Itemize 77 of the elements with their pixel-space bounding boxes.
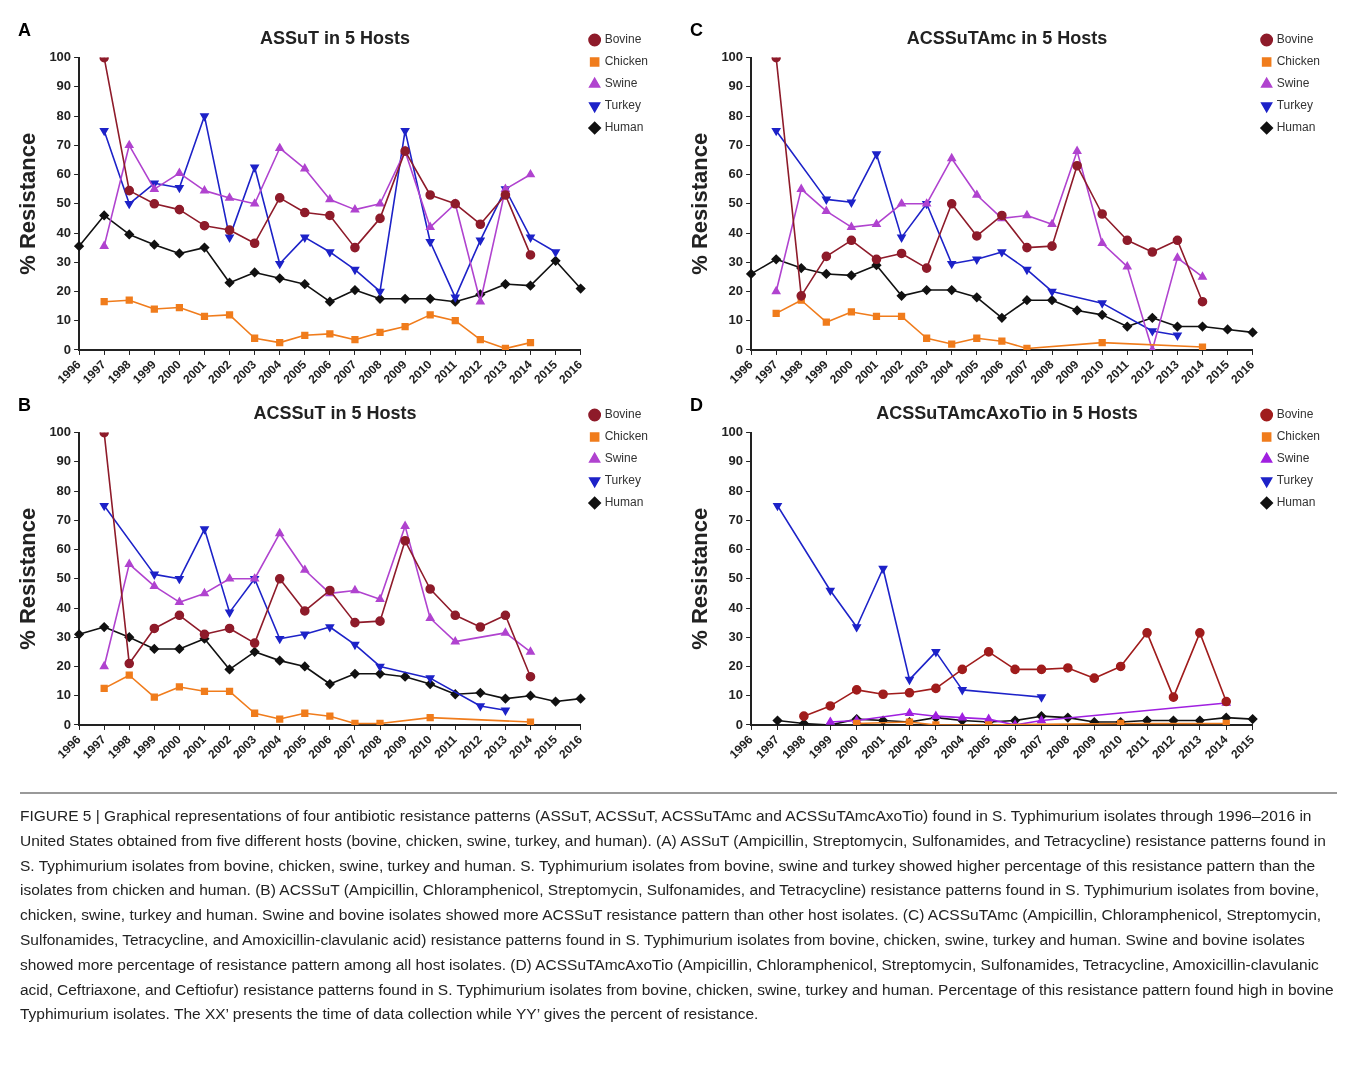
y-tick-label: 20 [56, 658, 72, 674]
y-tick-label: 70 [728, 136, 744, 152]
y-tick-label: 10 [728, 312, 744, 328]
y-tick-label: 80 [728, 107, 744, 123]
y-tick-label: 30 [728, 628, 744, 644]
y-tick-label: 40 [728, 224, 744, 240]
y-tick-label: 50 [56, 195, 72, 211]
y-tick-label: 10 [728, 687, 744, 703]
legend-label: Turkey [1276, 98, 1313, 113]
text: B [18, 395, 31, 416]
y-tick-label: 10 [56, 312, 72, 328]
y-tick-label: 20 [56, 283, 72, 299]
y-tick-label: 100 [721, 49, 744, 65]
legend-label: Human [604, 120, 644, 135]
y-axis-title: % Resistance [15, 507, 41, 650]
legend-label: Swine [1276, 451, 1310, 466]
chart-title: ACSSuTAmc in 5 Hosts [906, 27, 1108, 48]
y-tick-label: 100 [721, 424, 744, 440]
y-axis-title: % Resistance [15, 132, 41, 275]
y-tick-label: 0 [63, 341, 72, 357]
chart-title: ACSSuT in 5 Hosts [253, 402, 417, 423]
legend-label: Turkey [1276, 473, 1313, 488]
legend-label: Chicken [1276, 429, 1321, 444]
legend-label: Human [1276, 120, 1316, 135]
y-tick-label: 0 [735, 716, 744, 732]
legend-label: Bovine [604, 407, 642, 422]
legend-label: Bovine [1276, 407, 1314, 422]
y-tick-label: 90 [728, 453, 744, 469]
y-tick-label: 40 [56, 599, 72, 615]
y-tick-label: 90 [728, 78, 744, 94]
y-tick-label: 70 [728, 511, 744, 527]
y-tick-label: 90 [56, 453, 72, 469]
y-tick-label: 100 [49, 424, 72, 440]
y-tick-label: 20 [728, 658, 744, 674]
legend-label: Human [604, 495, 644, 510]
text: FIGURE 5 | Graphical representations of four antibiotic resistance patterns (ASSuT, ACSSuT, ACSSuTAmc and ACSSuTAmcAxoTio) found in S. Typhimurium isolates through 1996–2016 in United States obtained from five different hosts (bovine, chicken, swine, turkey, and human). (A) ASSuT (Ampicillin, Streptomycin, Sulfonamides, and Tetracycline) resistance patterns found in S. Typhimurium isolates from bovine, chicken, swine, turkey and human. S. Typhimurium isolates from bovine, swine and turkey showed higher percentage of this resistance pattern than the isolates from chicken and human. (B) ACSSuT (Ampicillin, Chloramphenicol, Streptomycin, Sulfonamides, and Tetracycline) resistance patterns found in S. Typhimurium isolates from bovine, chicken, swine, turkey and human. Swine and bovine isolates showed more ACSSuT resistance pattern than other host isolates. (C) ACSSuTAmc (Ampicillin, Chloramphenicol, Streptomycin, Sulfonamides, Tetracycline, and Amoxicillin-clavulanic acid) resistance patterns found in S. Typhimurium isolates from bovine, chicken, swine, turkey and human. Swine and bovine isolates showed more percentage of resistance pattern among all host isolates. (D) ACSSuTAmcAxoTio (Ampicillin, Chloramphenicol, Streptomycin, Sulfonamides, Tetracycline, Amoxicillin-clavulanic acid, Ceftriaxone, and Ceftiofur) resistance patterns found in S. Typhimurium isolates from bovine, chicken, swine, turkey and human. Percentage of this resistance pattern found high in bovine Typhimurium isolates. The XX’ presents the time of data collection while YY’ gives the percent of resistance. [20, 807, 1334, 1023]
y-tick-label: 50 [56, 570, 72, 586]
y-tick-label: 40 [728, 599, 744, 615]
y-tick-label: 30 [56, 253, 72, 269]
legend-label: Bovine [1276, 32, 1314, 47]
y-tick-label: 70 [56, 136, 72, 152]
text: C [690, 20, 703, 41]
y-tick-label: 30 [56, 628, 72, 644]
chart-title: ASSuT in 5 Hosts [259, 27, 411, 48]
text: D [690, 395, 703, 416]
y-tick-label: 60 [56, 166, 72, 182]
y-tick-label: 60 [728, 541, 744, 557]
y-tick-label: 60 [728, 166, 744, 182]
legend-label: Swine [604, 76, 638, 91]
legend-label: Turkey [604, 473, 641, 488]
y-tick-label: 90 [56, 78, 72, 94]
y-tick-label: 40 [56, 224, 72, 240]
y-tick-label: 0 [735, 341, 744, 357]
legend-label: Human [1276, 495, 1316, 510]
chart-title: ACSSuTAmcAxoTio in 5 Hosts [876, 402, 1138, 423]
legend-label: Swine [604, 451, 638, 466]
y-tick-label: 30 [728, 253, 744, 269]
y-tick-label: 80 [56, 107, 72, 123]
legend-label: Swine [1276, 76, 1310, 91]
y-tick-label: 10 [56, 687, 72, 703]
y-tick-label: 100 [49, 49, 72, 65]
y-tick-label: 70 [56, 511, 72, 527]
y-tick-label: 60 [56, 541, 72, 557]
y-tick-label: 80 [56, 482, 72, 498]
legend-label: Chicken [604, 54, 649, 69]
y-axis-title: % Resistance [687, 507, 713, 650]
legend-label: Turkey [604, 98, 641, 113]
legend-label: Chicken [604, 429, 649, 444]
y-tick-label: 50 [728, 570, 744, 586]
y-tick-label: 80 [728, 482, 744, 498]
y-tick-label: 0 [63, 716, 72, 732]
y-axis-title: % Resistance [687, 132, 713, 275]
y-tick-label: 20 [728, 283, 744, 299]
legend-label: Chicken [1276, 54, 1321, 69]
y-tick-label: 50 [728, 195, 744, 211]
text: A [18, 20, 31, 41]
legend-label: Bovine [604, 32, 642, 47]
